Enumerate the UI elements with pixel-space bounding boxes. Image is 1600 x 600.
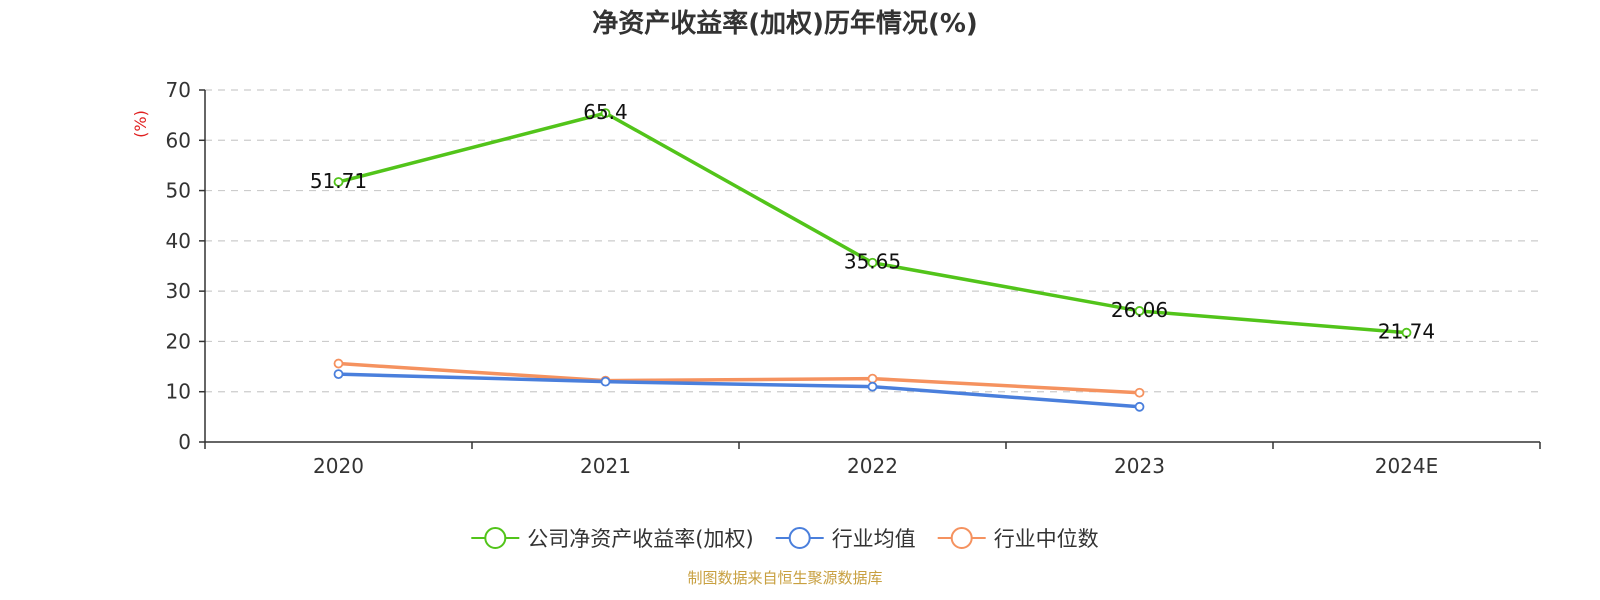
data-label: 26.06 [1111,298,1168,322]
data-label: 35.65 [844,250,901,274]
legend-marker [484,527,507,549]
data-label: 51.71 [310,169,367,193]
legend: 公司净资产收益率(加权) 行业均值 行业中位数 [471,527,1099,551]
data-point [1401,327,1412,338]
data-point [1134,401,1145,412]
x-tick-label: 2023 [1114,454,1165,478]
data-label: 65.4 [583,100,628,124]
data-point [600,108,611,119]
y-tick-label: 30 [166,279,191,303]
series-group [333,108,1412,412]
data-point [600,376,611,387]
legend-label: 行业中位数 [994,527,1099,551]
data-labels: 51.71 65.4 35.65 26.06 21.74 [310,100,1435,344]
data-point [1134,306,1145,316]
x-tick-label: 2021 [580,454,631,478]
legend-label: 行业均值 [832,527,916,551]
y-tick-label: 50 [166,179,191,203]
data-point [867,257,878,268]
y-tick-label: 40 [166,229,191,253]
chart-title: 净资产收益率(加权)历年情况(%) [592,8,978,39]
grid-lines [205,89,1540,393]
legend-label: 公司净资产收益率(加权) [527,527,753,551]
legend-marker [788,527,811,549]
y-tick-label: 10 [166,380,191,404]
y-tick-label: 60 [166,128,191,152]
y-tick-label: 0 [178,430,191,454]
legend-marker [950,527,973,549]
data-label: 21.74 [1378,320,1435,344]
y-tick-label: 70 [166,78,191,102]
source-note: 制图数据来自恒生聚源数据库 [687,569,882,587]
x-tick-label: 2024E [1375,454,1439,478]
series-line [338,111,1407,335]
y-tick-label: 20 [166,329,191,353]
data-point [333,369,344,380]
x-tick-label: 2020 [313,454,364,478]
data-point [867,381,878,392]
data-point [1134,387,1145,398]
data-point [333,177,344,187]
x-tick-label: 2022 [847,454,898,478]
axes: 0 10 20 30 40 50 60 70 2020 2021 2022 2023 2024E [166,78,1541,478]
data-point [867,373,878,384]
data-point [333,358,344,369]
series-line [338,372,1140,409]
y-axis-unit-label: (%) [131,110,150,138]
series-line [338,361,1140,395]
